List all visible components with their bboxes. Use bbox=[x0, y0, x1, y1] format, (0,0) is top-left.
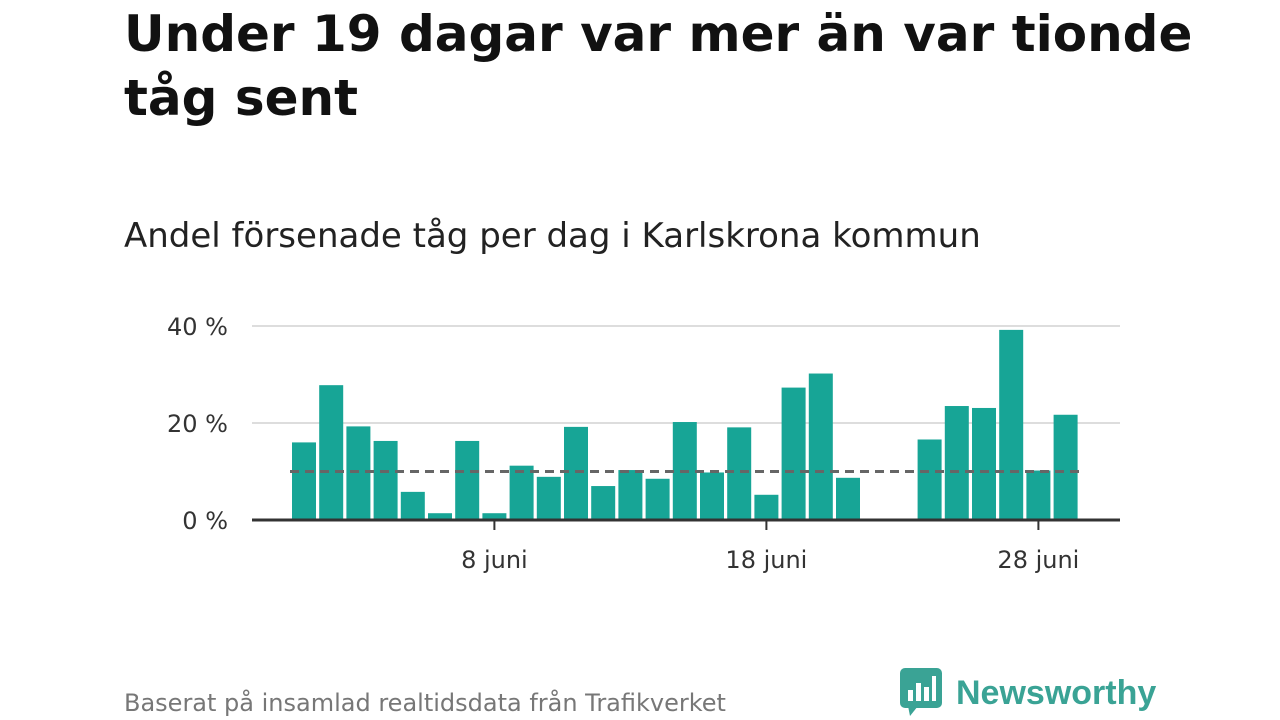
bar bbox=[509, 465, 534, 520]
bar bbox=[944, 406, 969, 520]
bar bbox=[1053, 414, 1078, 520]
bar bbox=[836, 477, 860, 520]
brand-name: Newsworthy bbox=[956, 673, 1157, 712]
chart-title: Under 19 dagar var mer än var tionde tåg… bbox=[124, 5, 1193, 127]
bar-chart-speech-bubble-icon bbox=[900, 668, 942, 716]
source-note: Baserat på insamlad realtidsdata från Tr… bbox=[124, 689, 726, 717]
bar bbox=[972, 407, 996, 520]
bar bbox=[536, 476, 561, 520]
bar bbox=[618, 470, 643, 520]
bar bbox=[373, 440, 398, 520]
bar bbox=[999, 329, 1024, 520]
bar bbox=[319, 385, 344, 520]
y-tick-label: 40 % bbox=[167, 313, 228, 341]
x-tick-label: 28 juni bbox=[997, 546, 1079, 574]
x-axis-labels: 8 juni 18 juni 28 juni bbox=[461, 546, 1079, 574]
bar bbox=[455, 440, 480, 520]
bar bbox=[781, 387, 806, 520]
newsworthy-logo: Newsworthy bbox=[900, 668, 1156, 718]
bar bbox=[645, 478, 670, 520]
y-tick-label: 20 % bbox=[167, 410, 228, 438]
bar bbox=[727, 427, 752, 520]
bar bbox=[700, 472, 724, 520]
bar bbox=[400, 491, 425, 520]
bar bbox=[346, 426, 371, 520]
x-axis bbox=[252, 518, 1120, 530]
bar bbox=[292, 442, 316, 520]
chart-subtitle: Andel försenade tåg per dag i Karlskrona… bbox=[124, 216, 981, 256]
y-tick-label: 0 % bbox=[182, 507, 228, 535]
bar bbox=[482, 513, 507, 520]
bar bbox=[428, 513, 452, 520]
bar bbox=[808, 373, 833, 520]
bar bbox=[564, 426, 588, 520]
x-tick-label: 18 juni bbox=[725, 546, 807, 574]
x-tick-label: 8 juni bbox=[461, 546, 528, 574]
bar bbox=[917, 439, 942, 520]
bar bbox=[591, 486, 616, 520]
bars bbox=[292, 329, 1078, 520]
bar bbox=[754, 494, 779, 520]
bar bbox=[1026, 470, 1051, 520]
y-axis-labels: 0 % 20 % 40 % bbox=[167, 313, 228, 535]
